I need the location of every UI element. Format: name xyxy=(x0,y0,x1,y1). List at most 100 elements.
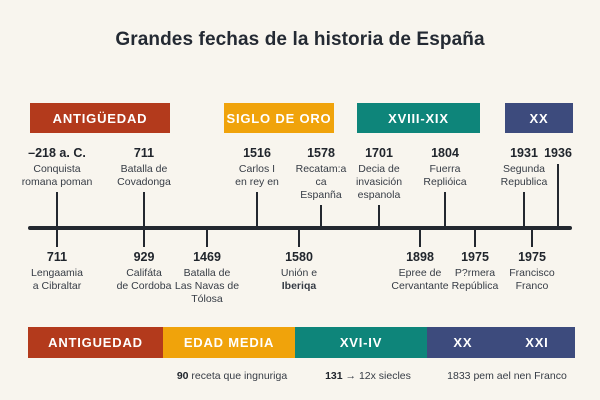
tick-line xyxy=(378,205,380,228)
caption-line: Recatam:a xyxy=(295,163,347,175)
footer-note-text: receta que ingnuriga xyxy=(188,370,288,382)
caption-line: Covadonga xyxy=(117,176,171,188)
caption-line: Iberiqa xyxy=(281,280,317,292)
event-year: –218 a. C. xyxy=(28,146,86,160)
tick-line xyxy=(143,192,145,228)
timeline-event: 1804 Fuerra Replióica xyxy=(400,146,490,228)
footer-note: 90 receta que ingnuriga xyxy=(177,370,287,382)
caption-line: Cervantante xyxy=(391,280,449,292)
caption-line: invasición xyxy=(355,176,403,188)
caption-line: a Cibraltar xyxy=(32,280,82,292)
event-year: 711 xyxy=(133,146,155,160)
period-label: XX xyxy=(453,335,473,350)
caption-line: Fuerra xyxy=(429,163,461,175)
tick-line xyxy=(56,228,58,247)
event-year: 711 xyxy=(46,250,68,264)
caption-line: Segunda xyxy=(502,163,546,175)
timeline-event: 1975 P?rmera República xyxy=(430,228,520,293)
caption-line: Epree de xyxy=(398,267,442,279)
caption-line: ca xyxy=(315,176,327,188)
timeline-event: 929 Califáta de Cordoba xyxy=(99,228,189,293)
event-caption: Francisco Franco xyxy=(509,267,555,293)
event-year: 1936 xyxy=(544,146,572,160)
event-year: 1701 xyxy=(365,146,393,160)
event-caption: Decia de invasición espanola xyxy=(356,163,402,202)
event-year: 1469 xyxy=(193,250,221,264)
caption-line: de Cordoba xyxy=(116,280,172,292)
period-label: SIGLO DE ORO xyxy=(226,110,332,126)
tick-line xyxy=(444,192,446,228)
event-caption: Conquista romana poman xyxy=(22,163,93,189)
event-year: 1898 xyxy=(406,250,434,264)
event-caption: Batalla de Las Navas de Tólosa xyxy=(175,267,239,306)
top-period-band: XVIII-XIX xyxy=(357,103,480,133)
event-caption: Unión e Iberiqa xyxy=(281,267,317,293)
caption-line: Batalla de xyxy=(120,163,168,175)
event-year: 929 xyxy=(133,250,155,264)
tick-line xyxy=(298,228,300,247)
caption-line: espanola xyxy=(357,189,401,201)
event-caption: Lengaamia a Cibraltar xyxy=(31,267,83,293)
footer-note: 1833 pem ael nen Franco xyxy=(447,370,567,382)
footer-note-text: → 12x siecles xyxy=(342,370,411,382)
caption-line: P?rmera xyxy=(454,267,496,279)
tick-line xyxy=(320,205,322,228)
caption-line: Califáta xyxy=(126,267,162,279)
period-label: XVIII-XIX xyxy=(388,110,449,126)
caption-line: Espanña xyxy=(300,189,342,201)
event-year: 1804 xyxy=(431,146,459,160)
tick-line xyxy=(419,228,421,247)
period-label: ANTIGÜEDAD xyxy=(52,110,148,126)
event-caption: Fuerra Replióica xyxy=(423,163,466,189)
timeline-event: 1469 Batalla de Las Navas de Tólosa xyxy=(162,228,252,306)
event-year: 1516 xyxy=(243,146,271,160)
event-year: 1580 xyxy=(285,250,313,264)
footer-note-text: 1833 pem ael nen Franco xyxy=(447,370,567,382)
tick-line xyxy=(531,228,533,247)
timeline-event: 1578 Recatam:a ca Espanña xyxy=(276,146,366,228)
event-caption: P?rmera República xyxy=(452,267,499,293)
timeline-event: 1898 Epree de Cervantante xyxy=(375,228,465,293)
footer-note: 131 → 12x siecles xyxy=(325,370,411,382)
timeline-event: 711 Batalla de Covadonga xyxy=(99,146,189,228)
timeline-event: –218 a. C. Conquista romana poman xyxy=(12,146,102,228)
caption-line: Unión e xyxy=(280,267,318,279)
caption-line: Tólosa xyxy=(191,293,223,305)
timeline-event: 1936 xyxy=(513,146,600,228)
bottom-period-band: EDAD MEDIA xyxy=(163,327,295,358)
timeline-event: 1975 Francisco Franco xyxy=(487,228,577,293)
top-period-band: SIGLO DE ORO xyxy=(224,103,334,133)
timeline-event: 1580 Unión e Iberiqa xyxy=(254,228,344,293)
caption-line: Franco xyxy=(515,280,549,292)
tick-line xyxy=(523,192,525,228)
event-caption: Batalla de Covadonga xyxy=(117,163,171,189)
period-label: XVI-IV xyxy=(339,335,383,350)
caption-line: Republica xyxy=(500,176,548,188)
timeline-event: 711 Lengaamia a Cibraltar xyxy=(12,228,102,293)
caption-line: Lengaamia xyxy=(31,267,83,279)
page-title: Grandes fechas de la historia de España xyxy=(115,29,485,50)
top-period-band: XX xyxy=(505,103,573,133)
period-label: XXI xyxy=(525,335,549,350)
event-year: 1578 xyxy=(307,146,335,160)
caption-line: Carlos I xyxy=(238,163,276,175)
caption-line: Las Navas de xyxy=(174,280,240,292)
bottom-period-band: XX XXI xyxy=(427,327,575,358)
period-label: XX xyxy=(529,110,549,126)
caption-line: Decia de xyxy=(358,163,400,175)
caption-line: República xyxy=(451,280,499,292)
period-label: ANTIGUEDAD xyxy=(48,335,143,350)
top-period-band: ANTIGÜEDAD xyxy=(30,103,170,133)
bottom-period-band: XVI-IV xyxy=(295,327,427,358)
timeline-event: 1701 Decia de invasición espanola xyxy=(334,146,424,228)
event-caption: Califáta de Cordoba xyxy=(117,267,172,293)
tick-line xyxy=(256,192,258,228)
event-year: 1975 xyxy=(518,250,546,264)
event-year: 1975 xyxy=(461,250,489,264)
caption-line: Conquista xyxy=(33,163,81,175)
caption-line: romana poman xyxy=(21,176,93,188)
tick-line xyxy=(557,164,559,228)
caption-line: Batalla de xyxy=(183,267,231,279)
